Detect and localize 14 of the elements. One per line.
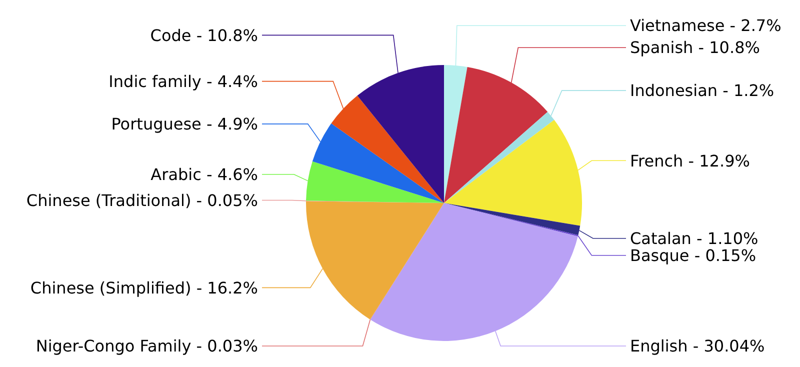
- slice-label: Basque - 0.15%: [630, 246, 756, 265]
- slice-label: Chinese (Traditional) - 0.05%: [26, 190, 258, 210]
- slice-label: Indic family - 4.4%: [108, 72, 258, 91]
- slice-label: Vietnamese - 2.7%: [630, 16, 782, 36]
- slice-label: Chinese (Simplified) - 16.2%: [30, 278, 258, 298]
- slice-label: Code - 10.8%: [150, 26, 258, 45]
- slice-label: Portuguese - 4.9%: [111, 114, 258, 134]
- slice-label: English - 30.04%: [630, 336, 765, 356]
- slice-label: Arabic - 4.6%: [150, 164, 258, 184]
- slice-label: Niger-Congo Family - 0.03%: [36, 336, 258, 356]
- slice-label: Catalan - 1.10%: [630, 229, 758, 248]
- slice-label: Spanish - 10.8%: [630, 38, 760, 58]
- slice-label: Indonesian - 1.2%: [630, 81, 774, 100]
- slice-label: French - 12.9%: [630, 151, 750, 170]
